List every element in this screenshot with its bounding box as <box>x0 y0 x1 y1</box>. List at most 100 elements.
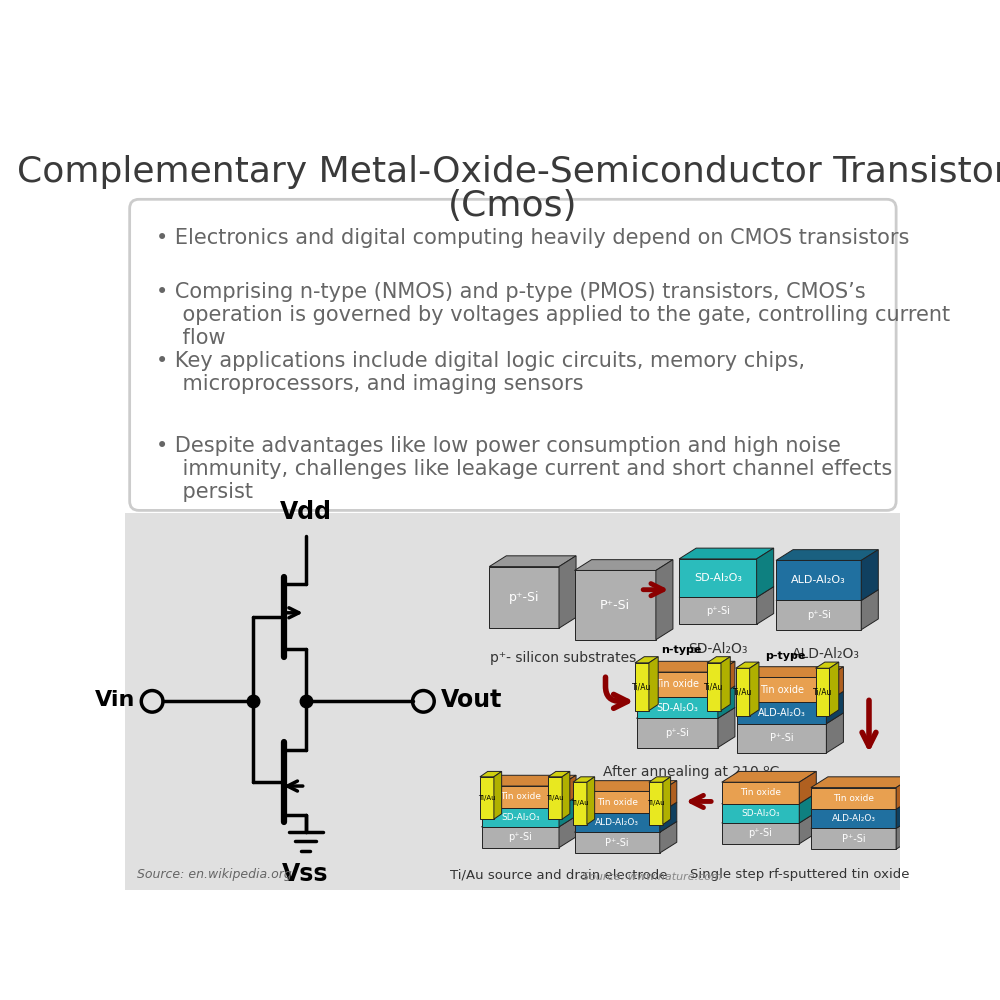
Text: • Electronics and digital computing heavily depend on CMOS transistors: • Electronics and digital computing heav… <box>156 228 909 248</box>
Text: p⁺-Si: p⁺-Si <box>508 832 532 842</box>
Text: Ti/Au: Ti/Au <box>647 800 665 806</box>
Polygon shape <box>707 663 721 711</box>
Polygon shape <box>559 556 576 628</box>
Text: Ti/Au: Ti/Au <box>571 800 589 806</box>
Polygon shape <box>718 708 735 748</box>
Polygon shape <box>649 782 663 825</box>
Polygon shape <box>776 600 861 630</box>
Text: p⁺-Si: p⁺-Si <box>749 828 772 838</box>
Polygon shape <box>660 781 677 813</box>
Polygon shape <box>480 771 502 777</box>
Polygon shape <box>811 798 913 809</box>
Text: P⁺-Si: P⁺-Si <box>770 733 794 743</box>
Polygon shape <box>722 782 799 804</box>
Polygon shape <box>811 777 913 788</box>
Text: SD-Al₂O₃: SD-Al₂O₃ <box>501 813 540 822</box>
Polygon shape <box>829 662 839 716</box>
Polygon shape <box>896 818 913 849</box>
Polygon shape <box>896 798 913 828</box>
Text: Source: en.wikipedia.org: Source: en.wikipedia.org <box>137 868 291 881</box>
Polygon shape <box>637 718 718 748</box>
Text: p⁺-Si: p⁺-Si <box>706 606 730 616</box>
Text: Tin oxide: Tin oxide <box>597 798 638 807</box>
Polygon shape <box>489 556 576 567</box>
Polygon shape <box>799 793 816 823</box>
Polygon shape <box>482 808 559 827</box>
Polygon shape <box>811 809 896 828</box>
Text: ALD-Al₂O₃: ALD-Al₂O₃ <box>595 818 639 827</box>
Polygon shape <box>721 657 730 711</box>
Text: p⁺-Si: p⁺-Si <box>807 610 831 620</box>
Text: p⁺-Si: p⁺-Si <box>665 728 689 738</box>
Polygon shape <box>722 793 816 804</box>
Polygon shape <box>559 797 576 827</box>
Polygon shape <box>722 804 799 823</box>
Polygon shape <box>757 587 774 624</box>
Polygon shape <box>574 791 660 813</box>
Text: P⁺-Si: P⁺-Si <box>600 599 630 612</box>
Polygon shape <box>480 777 494 819</box>
Polygon shape <box>722 812 816 823</box>
Text: Tin oxide: Tin oxide <box>833 794 874 803</box>
Text: Tin oxide: Tin oxide <box>760 685 804 695</box>
Polygon shape <box>574 802 677 813</box>
Text: Ti/Au source and drain electrode: Ti/Au source and drain electrode <box>450 868 668 881</box>
Polygon shape <box>826 667 843 702</box>
Text: Complementary Metal-Oxide-Semiconductor Transistor: Complementary Metal-Oxide-Semiconductor … <box>17 155 1000 189</box>
Polygon shape <box>574 781 677 791</box>
Text: Ti/Au: Ti/Au <box>632 682 652 691</box>
Polygon shape <box>482 816 576 827</box>
Text: • Comprising n-type (NMOS) and p-type (PMOS) transistors, CMOS’s
    operation i: • Comprising n-type (NMOS) and p-type (P… <box>156 282 950 348</box>
Polygon shape <box>737 724 826 753</box>
Polygon shape <box>559 816 576 848</box>
Polygon shape <box>718 686 735 718</box>
Text: After annealing at 210 ºC: After annealing at 210 ºC <box>603 765 779 779</box>
Polygon shape <box>816 668 829 716</box>
Polygon shape <box>679 587 774 597</box>
Text: Vss: Vss <box>282 862 329 886</box>
Bar <box>125 513 900 890</box>
Polygon shape <box>799 771 816 804</box>
Text: P⁺-Si: P⁺-Si <box>842 834 865 844</box>
Text: n-type: n-type <box>661 645 701 655</box>
Polygon shape <box>811 788 896 809</box>
Polygon shape <box>482 797 576 808</box>
Polygon shape <box>574 832 660 853</box>
Polygon shape <box>574 570 656 640</box>
Text: SD-Al₂O₃: SD-Al₂O₃ <box>694 573 742 583</box>
Text: P⁺-Si: P⁺-Si <box>605 838 629 848</box>
Polygon shape <box>587 777 595 825</box>
Text: Tin oxide: Tin oxide <box>655 679 699 689</box>
Polygon shape <box>574 821 677 832</box>
Polygon shape <box>494 771 502 819</box>
Text: Tin oxide: Tin oxide <box>500 792 541 801</box>
Text: SD-Al₂O₃: SD-Al₂O₃ <box>688 642 748 656</box>
Polygon shape <box>482 786 559 808</box>
Polygon shape <box>722 823 799 844</box>
Polygon shape <box>737 691 843 702</box>
Polygon shape <box>548 771 570 777</box>
Text: ALD-Al₂O₃: ALD-Al₂O₃ <box>791 575 846 585</box>
Polygon shape <box>649 777 671 782</box>
Polygon shape <box>816 662 839 668</box>
Text: ALD-Al₂O₃: ALD-Al₂O₃ <box>758 708 806 718</box>
Polygon shape <box>826 713 843 753</box>
Polygon shape <box>722 771 816 782</box>
Text: p⁺- silicon substrates: p⁺- silicon substrates <box>490 651 636 665</box>
Polygon shape <box>649 657 658 711</box>
Polygon shape <box>635 657 658 663</box>
Polygon shape <box>757 548 774 597</box>
FancyBboxPatch shape <box>130 199 896 510</box>
Polygon shape <box>826 691 843 724</box>
Polygon shape <box>679 597 757 624</box>
Text: Vin: Vin <box>95 690 135 710</box>
Polygon shape <box>635 663 649 711</box>
Polygon shape <box>637 686 735 697</box>
Polygon shape <box>660 802 677 832</box>
Polygon shape <box>718 661 735 697</box>
Polygon shape <box>737 677 826 702</box>
Text: Ti/Au: Ti/Au <box>546 795 564 801</box>
Polygon shape <box>489 567 559 628</box>
Polygon shape <box>737 713 843 724</box>
Text: SD-Al₂O₃: SD-Al₂O₃ <box>741 809 780 818</box>
